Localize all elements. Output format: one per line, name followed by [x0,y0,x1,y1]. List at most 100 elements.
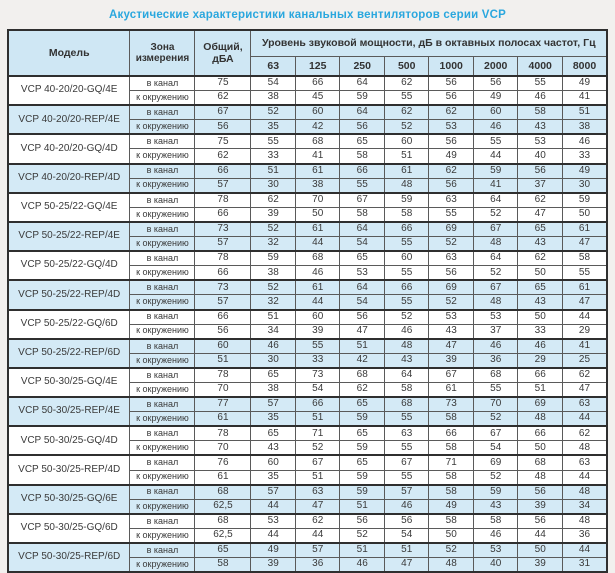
zone-cell: к окружению [129,265,196,281]
band-63hz-cell: 34 [250,323,296,340]
total-dba-cell: 62 [194,148,252,165]
table-row: VCP 50-25/22-GQ/6D в канал 66 51 60 56 52 53 53 5… [7,308,608,340]
band-250hz-cell: 52 [339,527,385,544]
band-1000hz-cell: 71 [428,454,474,471]
band-4000hz-cell: 65 [517,279,563,296]
model-cell: VCP 50-30/25-GQ/6D [7,512,131,544]
band-250hz-cell: 58 [339,206,385,223]
band-1000hz-cell: 56 [428,75,474,92]
band-500hz-cell: 66 [383,220,430,238]
table-row: VCP 50-30/25-GQ/4E в канал 78 65 73 68 64 67 68 6… [7,366,608,398]
band-2000hz-cell: 59 [472,483,519,500]
band-2000hz-cell: 64 [472,191,519,208]
band-500hz-cell: 58 [383,206,430,223]
band-1000hz-cell: 55 [428,206,474,223]
band-63hz-cell: 54 [250,75,296,92]
total-dba-cell: 66 [194,308,252,325]
band-1000hz-cell: 69 [428,220,474,238]
band-1000hz-cell: 50 [428,527,474,544]
band-2000hz-cell: 64 [472,250,519,267]
band-1000hz-cell: 58 [428,483,474,500]
band-125hz-cell: 66 [294,75,341,92]
zone-cell: в канал [129,396,196,413]
zone-cell: к окружению [129,381,196,398]
band-4000hz-cell: 46 [517,337,563,354]
band-500hz-cell: 64 [383,366,430,383]
band-8000hz-cell: 30 [561,177,608,194]
band-125hz-cell: 44 [294,527,341,544]
zone-cell: к окружению [129,148,196,165]
band-8000hz-cell: 61 [561,279,608,296]
total-dba-cell: 76 [194,454,252,471]
band-2000hz-cell: 69 [472,454,519,471]
table-row: к окружению 62,5 44 44 52 54 50 46 44 36 [8,527,608,544]
band-250hz-cell: 42 [339,352,385,369]
table-row: к окружению 56 35 42 56 52 53 46 43 38 [8,119,608,135]
band-2000hz-cell: 59 [472,162,519,179]
band-63hz-cell: 30 [250,177,296,194]
band-500hz-cell: 59 [383,191,430,208]
band-63hz-cell: 57 [250,483,296,500]
band-125hz-cell: 60 [294,308,341,325]
model-cell: VCP 40-20/20-GQ/4E [7,74,131,106]
total-dba-cell: 68 [194,512,252,529]
table-row: к окружению 51 30 33 42 43 39 36 29 25 [8,352,608,369]
table-row: VCP 50-25/22-GQ/4D в канал 78 59 68 65 60 63 64 6… [7,250,608,281]
band-4000hz-cell: 55 [517,75,563,92]
model-cell: VCP 40-20/20-REP/4D [7,162,131,194]
band-8000hz-cell: 41 [561,337,608,354]
band-4000hz-cell: 50 [517,265,563,281]
zone-cell: к окружению [129,352,196,369]
band-2000hz-cell: 46 [472,527,519,544]
band-2000hz-cell: 48 [472,294,519,310]
band-125hz-cell: 44 [294,294,341,310]
table-row: VCP 50-25/22-REP/4E в канал 73 52 61 64 66 69 67… [7,220,608,252]
band-250hz-cell: 65 [339,425,385,442]
band-500hz-cell: 57 [383,483,430,500]
band-500hz-cell: 48 [383,177,430,194]
band-2000hz-cell: 55 [472,133,519,150]
band-8000hz-cell: 62 [561,366,608,383]
total-dba-cell: 75 [194,133,252,150]
band-125hz-cell: 46 [294,265,341,281]
band-4000hz-cell: 39 [517,498,563,515]
band-1000hz-cell: 58 [428,512,474,529]
band-125hz-cell: 39 [294,323,341,340]
band-1000hz-cell: 53 [428,119,474,135]
zone-cell: к окружению [129,119,196,135]
band-8000hz-cell: 38 [561,119,608,135]
band-1000hz-cell: 73 [428,396,474,413]
band-4000hz-cell: 69 [517,396,563,413]
table-row: VCP 40-20/20-GQ/4D в канал 75 55 68 65 60 56 55 5… [7,133,608,165]
band-2000hz-cell: 36 [472,352,519,369]
band-1000hz-cell: 52 [428,236,474,252]
header-freq-125: 125 [294,56,341,77]
zone-cell: в канал [129,104,196,121]
band-8000hz-cell: 34 [561,498,608,515]
band-250hz-cell: 51 [339,542,385,559]
band-1000hz-cell: 58 [428,411,474,427]
band-1000hz-cell: 61 [428,381,474,398]
zone-cell: в канал [129,512,196,529]
band-250hz-cell: 64 [339,220,385,238]
band-2000hz-cell: 37 [472,323,519,340]
table-row: VCP 50-30/25-REP/4D в канал 76 60 67 65 67 71 69… [7,454,608,486]
total-dba-cell: 66 [194,206,252,223]
band-500hz-cell: 55 [383,90,430,106]
table-row: к окружению 58 39 36 46 47 48 40 39 31 [8,557,608,573]
header-spl-group: Уровень звуковой мощности, дБ в октавных… [250,29,608,57]
total-dba-cell: 78 [194,425,252,442]
band-500hz-cell: 46 [383,498,430,515]
band-4000hz-cell: 56 [517,512,563,529]
band-1000hz-cell: 56 [428,90,474,106]
band-63hz-cell: 57 [250,396,296,413]
table-row: VCP 50-30/25-GQ/6D в канал 68 53 62 56 56 58 58 5… [7,512,608,544]
band-8000hz-cell: 41 [561,90,608,106]
band-63hz-cell: 49 [250,542,296,559]
zone-cell: к окружению [129,469,196,486]
zone-cell: в канал [129,542,196,559]
band-8000hz-cell: 50 [561,206,608,223]
zone-cell: к окружению [129,323,196,340]
band-63hz-cell: 44 [250,498,296,515]
band-8000hz-cell: 44 [561,308,608,325]
